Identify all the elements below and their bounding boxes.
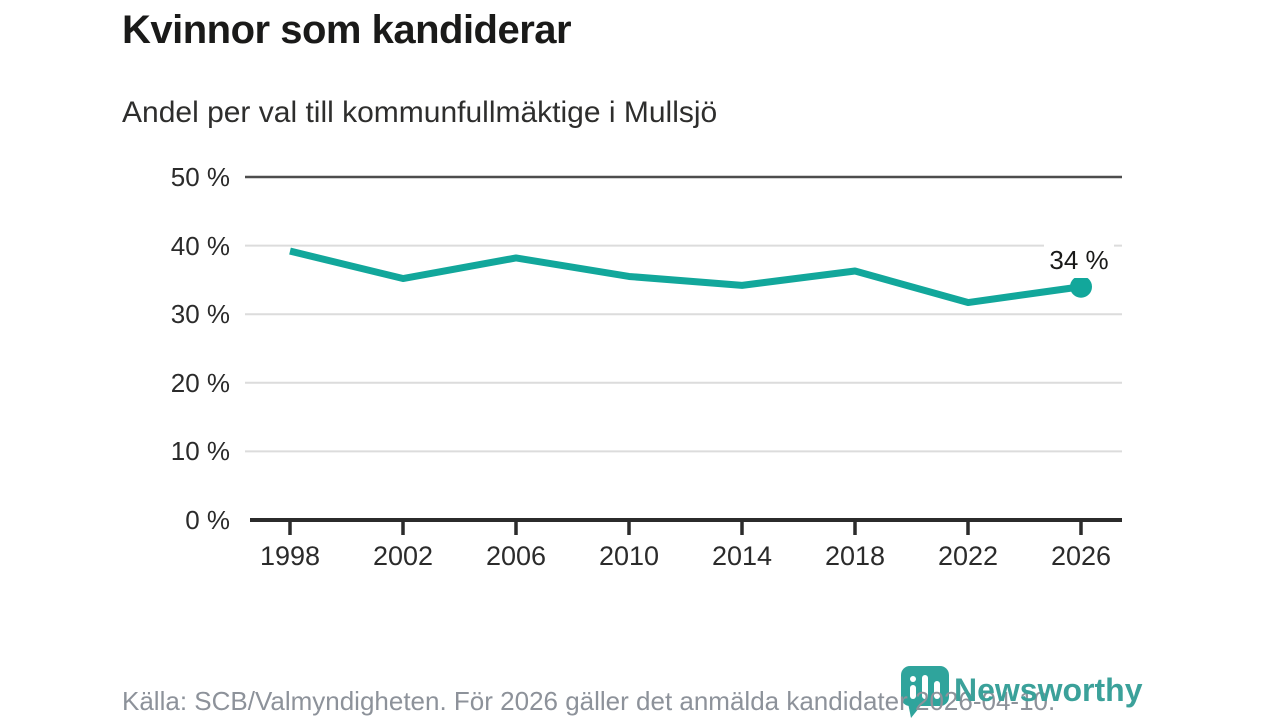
x-tick-label: 2014 <box>711 541 773 571</box>
x-tick-label: 2026 <box>1050 541 1112 571</box>
x-tick-label: 2018 <box>824 541 886 571</box>
y-tick-label: 40 % <box>170 230 230 261</box>
x-tick-label: 1998 <box>259 541 321 571</box>
newsworthy-wordmark: Newsworthy <box>954 672 1143 708</box>
last-point-value-label: 34 % <box>1019 241 1139 278</box>
last-point-marker <box>1070 275 1092 298</box>
data-line-women-share <box>289 247 1082 307</box>
x-tick-label: 2010 <box>598 541 660 571</box>
y-tick-label: 20 % <box>170 367 230 398</box>
y-tick-label: 50 % <box>170 162 230 192</box>
chart-title: Kvinnor som kandiderar <box>122 8 572 52</box>
newsworthy-pin-barchart-icon <box>901 666 951 725</box>
x-tick-label: 2022 <box>937 541 999 571</box>
x-tick-label: 2006 <box>485 541 547 571</box>
y-tick-label: 0 % <box>185 505 230 535</box>
chart-subtitle: Andel per val till kommunfullmäktige i M… <box>122 96 718 129</box>
y-tick-label: 30 % <box>170 299 230 330</box>
x-tick-label: 2002 <box>372 541 434 571</box>
source-note: Källa: SCB/Valmyndigheten. För 2026 gäll… <box>122 686 1056 716</box>
y-tick-label: 10 % <box>170 436 230 467</box>
